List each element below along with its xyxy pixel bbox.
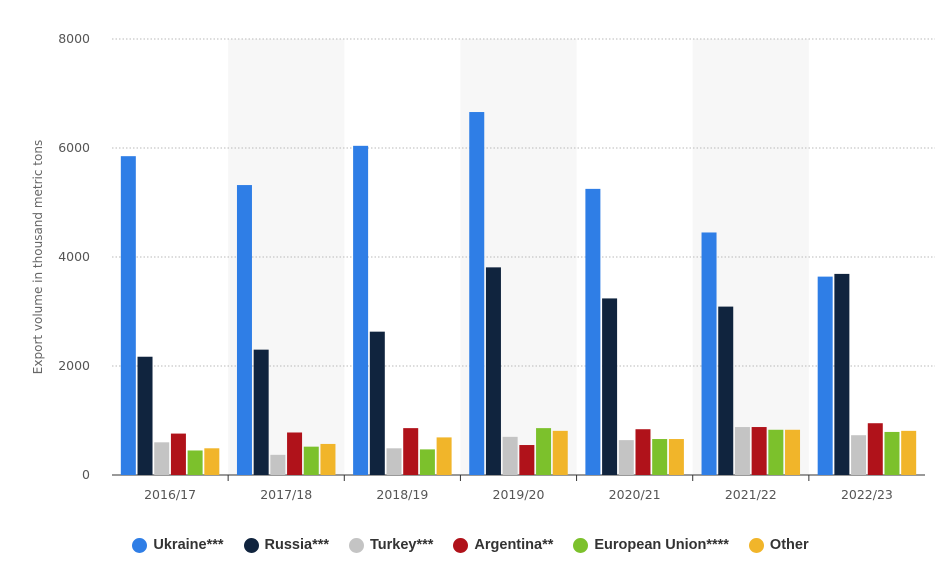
bar[interactable]: [303, 446, 319, 475]
bar[interactable]: [170, 433, 186, 475]
x-tick-label: 2021/22: [725, 487, 777, 502]
y-axis-ticks: 0 2000 4000 6000 8000: [58, 31, 90, 482]
bar[interactable]: [204, 448, 220, 475]
legend-label: Turkey***: [370, 537, 434, 553]
legend: Ukraine*** Russia*** Turkey*** Argentina** E…: [0, 537, 941, 553]
bar[interactable]: [901, 430, 917, 475]
bar[interactable]: [154, 442, 170, 475]
legend-item[interactable]: Argentina**: [453, 537, 553, 553]
bar[interactable]: [751, 427, 767, 475]
bar[interactable]: [585, 188, 601, 475]
x-tick-label: 2017/18: [260, 487, 312, 502]
bar[interactable]: [403, 428, 419, 475]
y-axis-label: Export volume in thousand metric tons: [31, 140, 45, 374]
bar[interactable]: [602, 298, 618, 475]
legend-swatch: [453, 537, 469, 553]
bar[interactable]: [884, 431, 900, 475]
legend-item[interactable]: Russia***: [243, 537, 329, 553]
legend-swatch: [748, 537, 764, 553]
bar[interactable]: [536, 428, 552, 475]
bar[interactable]: [701, 232, 717, 475]
bar[interactable]: [419, 449, 435, 475]
bar[interactable]: [851, 435, 867, 475]
bars: [120, 112, 917, 476]
bar[interactable]: [386, 448, 402, 475]
bar[interactable]: [734, 427, 750, 475]
y-tick-label: 0: [82, 467, 90, 482]
legend-item[interactable]: Turkey***: [349, 537, 433, 553]
bar[interactable]: [369, 331, 385, 475]
bar[interactable]: [353, 145, 369, 475]
x-axis-ticks: 2016/17 2017/18 2018/19 2019/20 2020/21 2021/…: [144, 475, 893, 502]
legend-label: Argentina**: [474, 537, 554, 553]
legend-item[interactable]: Other: [748, 537, 809, 553]
legend-swatch: [132, 537, 148, 553]
y-tick-label: 2000: [58, 358, 90, 373]
bar[interactable]: [187, 450, 203, 475]
legend-label: Other: [769, 537, 809, 553]
bar[interactable]: [469, 112, 485, 475]
bar[interactable]: [485, 267, 501, 475]
x-tick-label: 2020/21: [609, 487, 661, 502]
bar[interactable]: [834, 273, 850, 475]
legend-swatch: [243, 537, 259, 553]
bar[interactable]: [137, 356, 153, 475]
legend-label: Ukraine***: [153, 537, 224, 553]
legend-item[interactable]: European Union****: [573, 537, 729, 553]
bar[interactable]: [768, 429, 784, 475]
bar[interactable]: [120, 156, 136, 476]
x-tick-label: 2019/20: [493, 487, 545, 502]
legend-label: Russia***: [264, 537, 329, 553]
bar[interactable]: [320, 443, 336, 475]
bar[interactable]: [502, 436, 518, 475]
bar[interactable]: [668, 439, 684, 475]
bar[interactable]: [635, 429, 651, 475]
bar[interactable]: [817, 276, 833, 475]
x-tick-label: 2018/19: [376, 487, 428, 502]
bar[interactable]: [270, 454, 286, 475]
x-tick-label: 2022/23: [841, 487, 893, 502]
bar[interactable]: [867, 423, 883, 475]
legend-label: European Union****: [594, 537, 729, 553]
y-tick-label: 8000: [58, 31, 90, 46]
legend-swatch: [573, 537, 589, 553]
bar[interactable]: [287, 432, 303, 475]
bar[interactable]: [652, 439, 668, 475]
bar[interactable]: [552, 430, 568, 475]
bar[interactable]: [785, 429, 801, 475]
legend-swatch: [349, 537, 364, 553]
bar[interactable]: [436, 437, 452, 475]
bar[interactable]: [519, 445, 535, 475]
y-tick-label: 4000: [58, 249, 90, 264]
legend-item[interactable]: Ukraine***: [132, 537, 224, 553]
y-tick-label: 6000: [58, 140, 90, 155]
bar[interactable]: [618, 440, 634, 475]
bar[interactable]: [253, 349, 269, 475]
x-tick-label: 2016/17: [144, 487, 196, 502]
bar[interactable]: [718, 306, 734, 475]
bar[interactable]: [236, 185, 252, 475]
